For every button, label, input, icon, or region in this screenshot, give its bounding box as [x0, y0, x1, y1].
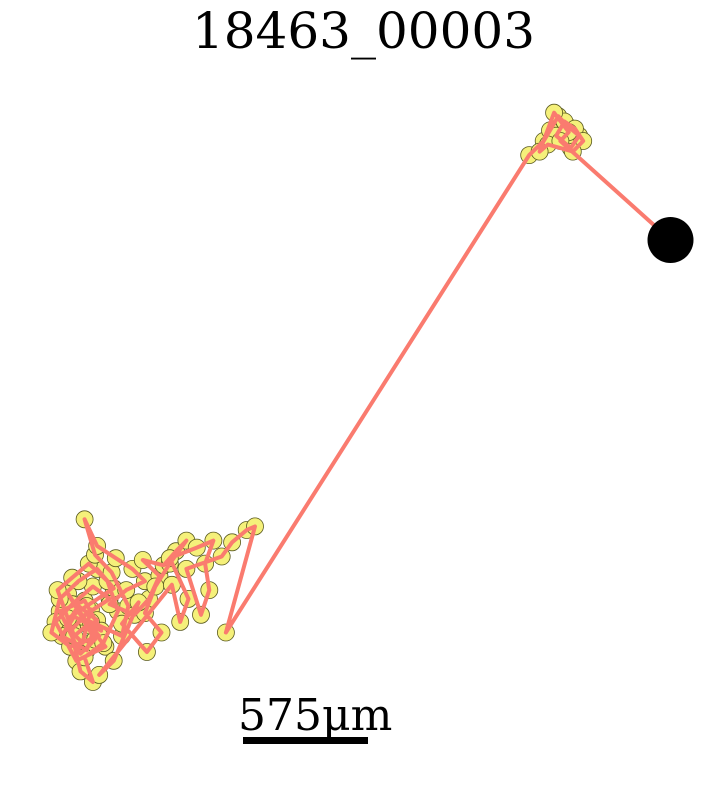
- end-marker-layer: [647, 217, 694, 263]
- track-line: [49, 110, 673, 684]
- end-marker: [647, 217, 694, 263]
- chart-title: 18463_00003: [191, 2, 536, 60]
- scale-bar-label: 575μm: [238, 690, 393, 741]
- scale-bar: [243, 737, 368, 744]
- track-path: [49, 110, 673, 684]
